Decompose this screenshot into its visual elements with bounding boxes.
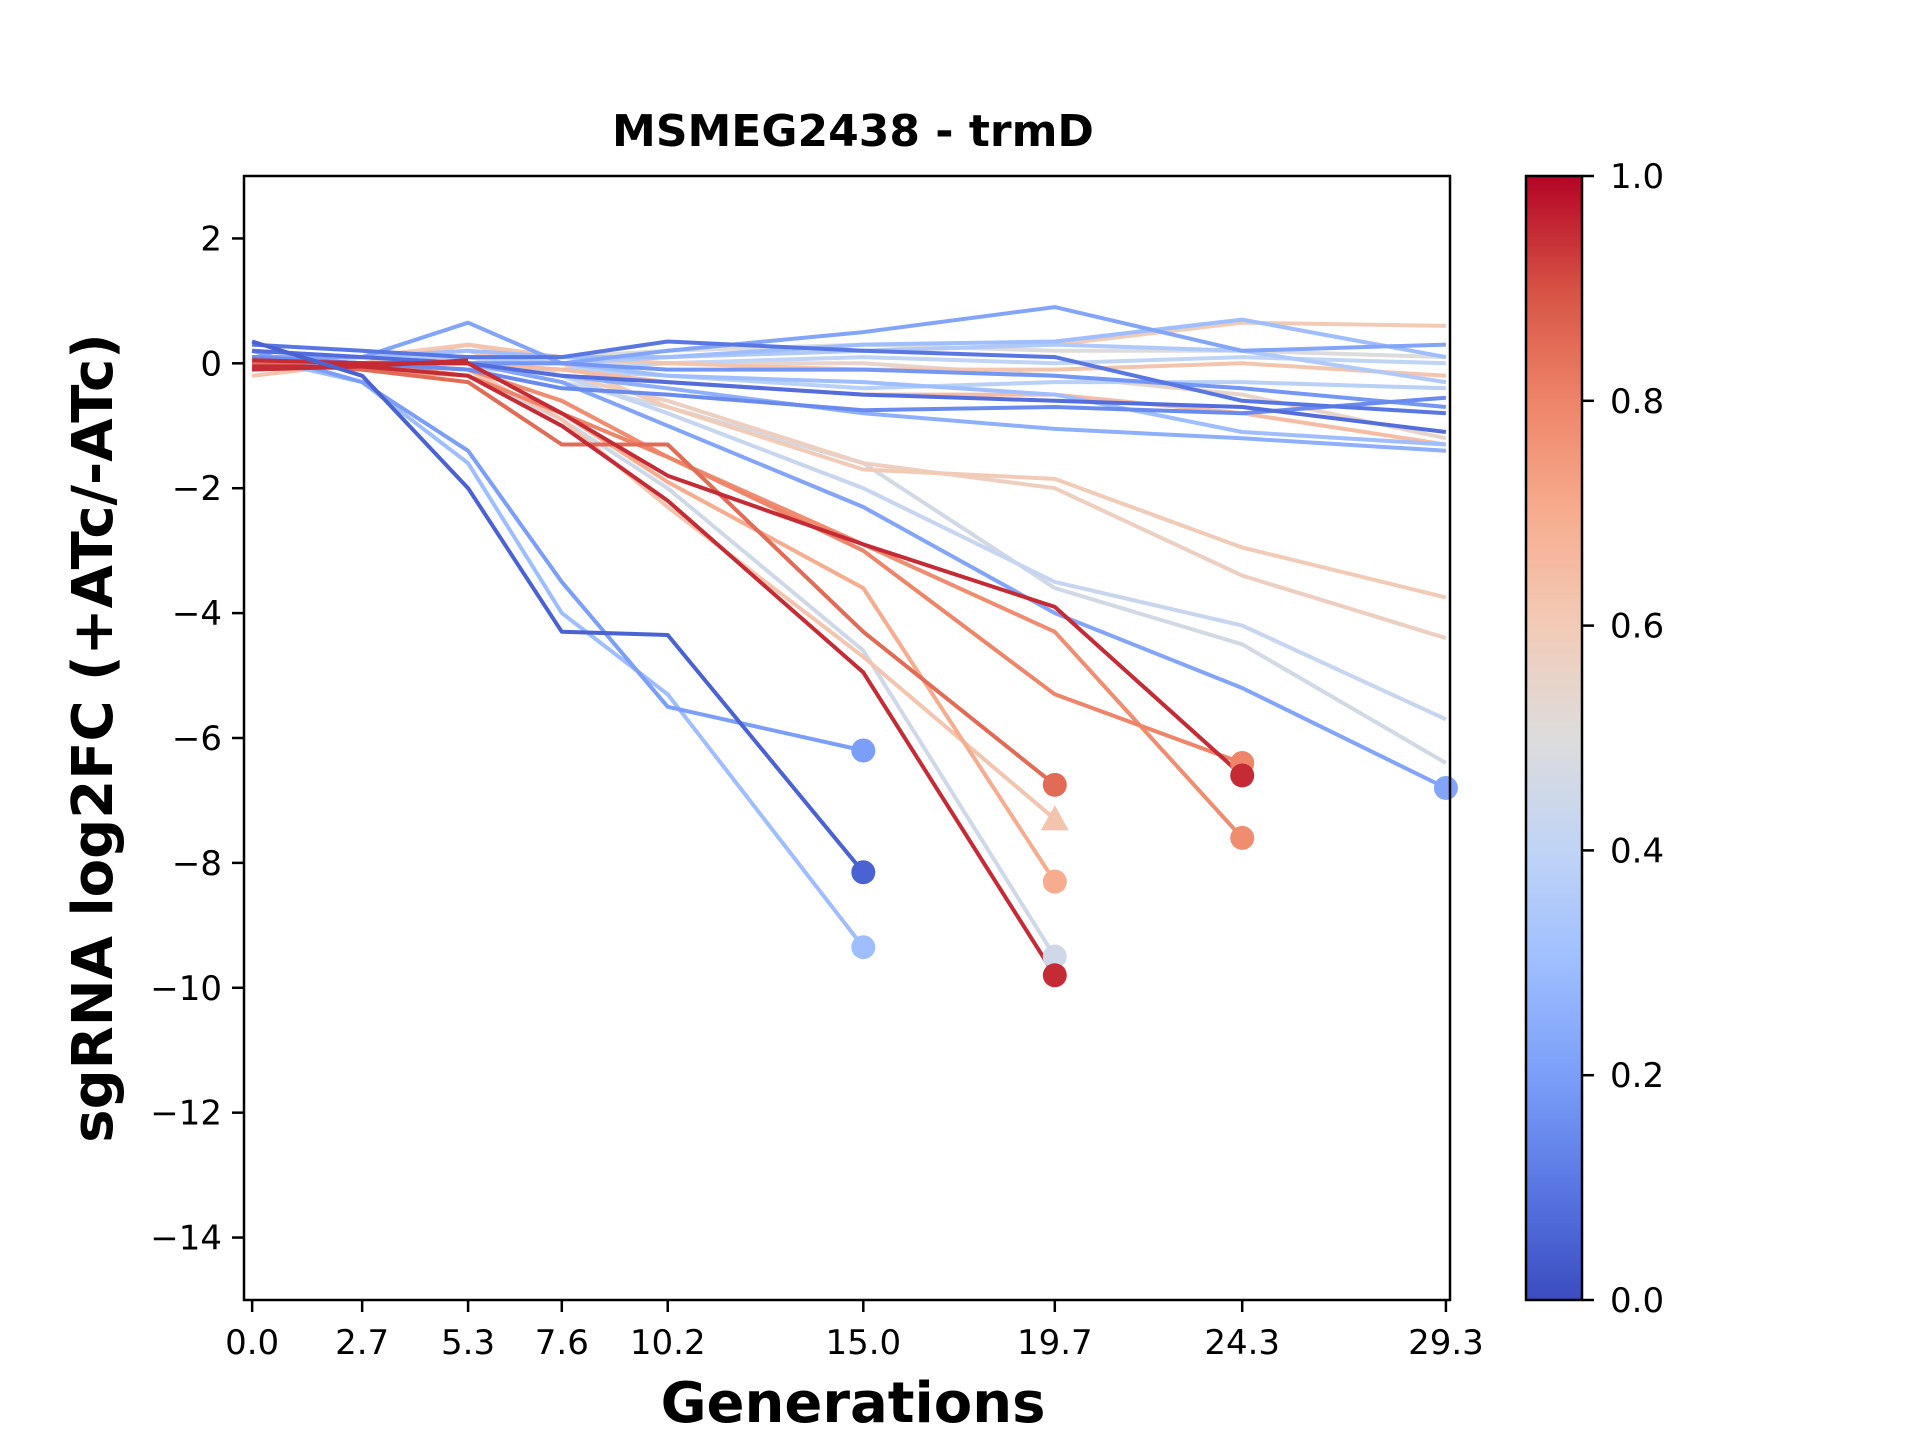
colorbar-ticks: 0.0 0.2 0.4 0.6 0.8 1.0 [1582,157,1664,1321]
series-end-marker-7 [1040,805,1069,831]
x-tick-label: 0.0 [225,1323,279,1363]
series-line-18 [251,348,1447,434]
y-axis: 2 0 −2 −4 −6 −8 −10 −12 −14 [150,219,244,1259]
series-layer [251,305,1447,977]
y-tick-label: −8 [172,844,222,884]
series-line-2 [251,355,865,949]
series-end-marker-2 [851,935,876,960]
x-tick-label: 19.7 [1017,1323,1093,1363]
colorbar-tick-label: 1.0 [1610,157,1664,197]
colorbar-tick-label: 0.2 [1610,1056,1664,1096]
colorbar-gradient [1526,176,1582,1300]
colorbar: 0.0 0.2 0.4 0.6 0.8 1.0 [1524,157,1664,1321]
x-tick-label: 24.3 [1204,1323,1280,1363]
series-line-3 [252,364,1057,977]
series-line-0 [251,339,865,874]
x-axis-label: Generations [661,1371,1046,1436]
series-line-11 [252,355,1447,790]
series-line-32 [252,358,469,372]
x-tick-label: 7.6 [535,1323,589,1363]
y-tick-label: −6 [172,719,222,759]
x-tick-label: 10.2 [630,1323,706,1363]
series-line-17 [251,339,1447,416]
series-end-marker-0 [851,860,876,885]
y-tick-label: −14 [150,1219,222,1259]
colorbar-frame [1524,174,1584,1302]
series-line-8 [252,358,1244,777]
x-tick-label: 2.7 [335,1323,389,1363]
series-line-16 [252,305,1446,366]
chart-title: MSMEG2438 - trmD [612,106,1094,157]
series-end-marker-8 [1230,763,1255,788]
series-end-marker-10 [1230,825,1255,850]
y-axis-label: sgRNA log2FC (+ATc/-ATc) [61,333,126,1143]
series-line-5 [251,355,1057,883]
series-line-22 [252,317,1447,360]
series-end-marker-3 [1042,963,1067,988]
y-tick-label: −12 [150,1094,222,1134]
series-line-7 [251,355,1057,821]
y-tick-label: −2 [172,469,222,509]
series-end-marker-6 [1042,772,1067,797]
series-end-marker-11 [1433,775,1458,800]
series-line-6 [251,361,1057,787]
colorbar-tick-label: 0.6 [1610,607,1664,647]
series-end-marker-1 [851,738,876,763]
y-tick-label: −10 [150,969,222,1009]
plot-area [242,174,1458,1302]
y-tick-label: 0 [200,344,222,384]
series-end-marker-5 [1042,869,1067,894]
x-tick-label: 15.0 [825,1323,901,1363]
series-end-marker-4 [1042,944,1067,969]
marker-layer [851,738,1458,988]
y-tick-label: 2 [200,219,222,259]
colorbar-tick-label: 0.4 [1610,831,1664,871]
colorbar-tick-label: 0.0 [1610,1281,1664,1321]
y-tick-label: −4 [172,594,222,634]
x-tick-label: 29.3 [1408,1323,1484,1363]
series-line-1 [251,348,864,753]
x-axis: 0.0 2.7 5.3 7.6 10.2 15.0 19.7 24.3 29.3 [225,1300,1484,1363]
x-tick-label: 5.3 [441,1323,495,1363]
colorbar-tick-label: 0.8 [1610,382,1664,422]
